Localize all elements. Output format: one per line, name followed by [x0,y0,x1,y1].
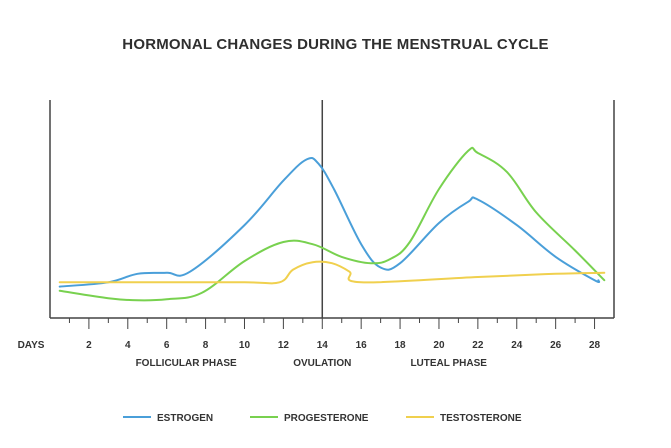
legend-label-estrogen: ESTROGEN [157,413,213,424]
x-tick-label: 14 [317,340,329,351]
phase-label: OVULATION [293,358,351,369]
series-group [58,146,606,302]
x-tick-label: 8 [203,340,209,351]
x-tick-label: 4 [125,340,131,351]
x-tick-label: 28 [589,340,601,351]
series-line-testosterone [58,260,606,285]
x-tick-label: 20 [433,340,445,351]
x-tick-label: 2 [86,340,92,351]
x-tick-label: 10 [239,340,251,351]
legend-label-progesterone: PROGESTERONE [284,413,369,424]
x-axis-title: DAYS [18,340,45,351]
x-tick-label: 12 [278,340,290,351]
phase-label: LUTEAL PHASE [410,358,487,369]
x-tick-label: 18 [395,340,407,351]
legend-label-testosterone: TESTOSTERONE [440,413,522,424]
x-tick-label: 26 [550,340,562,351]
x-tick-label: 6 [164,340,170,351]
ticks-group: DAYS 2 4 6 8 10 12 14 16 18 20 22 24 26 28 [18,318,601,351]
axes-group [49,100,615,319]
x-tick-label: 22 [472,340,484,351]
series-line-estrogen [58,156,601,288]
legend-group: ESTROGEN PROGESTERONE TESTOSTERONE [123,413,522,424]
chart-title: HORMONAL CHANGES DURING THE MENSTRUAL CY… [122,36,549,53]
phases-group: FOLLICULAR PHASE OVULATION LUTEAL PHASE [136,358,488,369]
phase-label: FOLLICULAR PHASE [136,358,237,369]
x-tick-label: 24 [511,340,523,351]
series-line-progesterone [58,146,606,302]
x-tick-label: 16 [356,340,368,351]
